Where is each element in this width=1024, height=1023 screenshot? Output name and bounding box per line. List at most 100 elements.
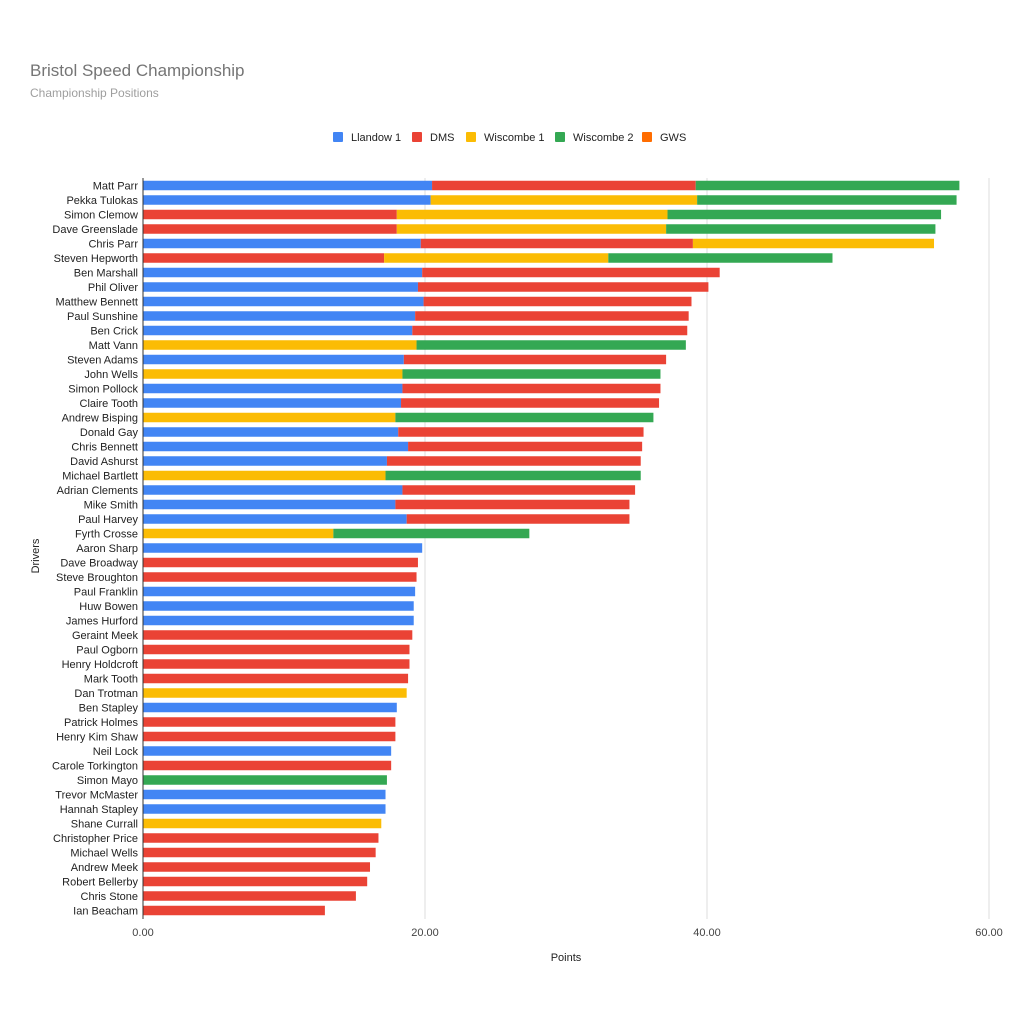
legend-swatch <box>412 132 422 142</box>
bar-segment <box>608 253 833 263</box>
bar-segment <box>420 238 693 249</box>
category-label: David Ashurst <box>70 456 138 468</box>
bar-segment <box>143 369 403 379</box>
legend-swatch <box>466 132 476 142</box>
bar-segment <box>143 557 418 568</box>
category-label: Christopher Price <box>53 833 138 845</box>
bar-segment <box>666 224 936 234</box>
category-label: John Wells <box>84 369 138 381</box>
bar-segment <box>143 905 325 916</box>
bar-segment <box>402 369 661 379</box>
category-label: Mark Tooth <box>84 674 138 686</box>
bar-segment <box>692 238 935 249</box>
category-label: Dave Greenslade <box>52 224 138 236</box>
bar-segment <box>143 572 417 582</box>
bar-segment <box>143 499 396 510</box>
bar-segment <box>398 427 644 437</box>
category-label: Matt Parr <box>93 181 139 193</box>
category-label: Simon Mayo <box>77 775 138 787</box>
category-label: Pekka Tulokas <box>66 195 138 207</box>
bar-segment <box>143 456 387 466</box>
category-label: Robert Bellerby <box>62 877 138 889</box>
bar-segment <box>143 644 410 655</box>
category-label: Ben Stapley <box>79 703 139 715</box>
bar-segment <box>143 630 413 640</box>
bar-segment <box>143 615 414 626</box>
bar-segment <box>143 731 396 742</box>
category-label: Geraint Meek <box>72 630 139 642</box>
category-label: Phil Oliver <box>88 282 138 294</box>
bar-segment <box>143 528 334 539</box>
x-tick-label: 20.00 <box>411 927 439 939</box>
category-label: Paul Ogborn <box>76 645 138 657</box>
category-label: Ben Marshall <box>74 268 138 280</box>
bar-segment <box>695 180 960 191</box>
category-label: Matthew Bennett <box>55 297 138 309</box>
bar-segment <box>402 383 661 394</box>
bar-segment <box>143 601 414 611</box>
category-label: Trevor McMaster <box>55 790 138 802</box>
bar-segment <box>143 746 392 756</box>
bar-segment <box>143 891 356 901</box>
category-label: Andrew Meek <box>71 862 139 874</box>
category-label: Chris Stone <box>81 891 138 903</box>
category-label: Ben Crick <box>90 326 138 338</box>
bars <box>143 180 960 916</box>
bar-segment <box>143 876 368 887</box>
category-labels: Matt Parr Pekka Tulokas Simon Clemow Dave G… <box>52 181 139 918</box>
bar-segment <box>143 673 409 684</box>
category-label: Shane Currall <box>71 819 138 831</box>
bar-segment <box>402 485 636 495</box>
legend-swatch <box>555 132 565 142</box>
bar-segment <box>697 195 957 205</box>
bar-segment <box>143 862 371 872</box>
bar-segment <box>143 412 396 423</box>
bar-segment <box>143 398 402 408</box>
chart-subtitle: Championship Positions <box>30 86 159 100</box>
bar-segment <box>423 296 692 307</box>
y-axis-title: Drivers <box>30 538 42 573</box>
bar-segment <box>430 195 698 205</box>
bar-segment <box>403 354 667 365</box>
bar-segment <box>143 659 410 669</box>
category-label: Carole Torkington <box>52 761 138 773</box>
bar-segment <box>143 833 379 843</box>
bar-segment <box>401 398 660 408</box>
category-label: Donald Gay <box>80 427 139 439</box>
category-label: Neil Lock <box>93 746 139 758</box>
bar-segment <box>143 441 409 452</box>
bar-segment <box>143 267 423 278</box>
category-label: Steven Hepworth <box>54 253 138 265</box>
bar-segment <box>408 441 643 452</box>
bar-segment <box>143 804 386 814</box>
bar-segment <box>395 412 654 423</box>
category-label: Andrew Bisping <box>62 413 138 425</box>
category-label: Chris Parr <box>88 239 138 251</box>
bar-segment <box>386 456 641 466</box>
bar-segment <box>143 514 407 524</box>
category-label: Huw Bowen <box>79 601 138 613</box>
bar-segment <box>395 499 630 510</box>
category-label: Simon Pollock <box>68 384 138 396</box>
legend-label: GWS <box>660 132 686 144</box>
bar-segment <box>396 224 667 234</box>
category-label: Patrick Holmes <box>64 717 138 729</box>
legend-label: DMS <box>430 132 454 144</box>
bar-segment <box>143 586 416 597</box>
category-label: Paul Harvey <box>78 514 138 526</box>
bar-segment <box>143 325 413 336</box>
category-label: Dave Broadway <box>60 558 138 570</box>
category-label: Mike Smith <box>84 500 138 512</box>
bar-segment <box>333 528 530 539</box>
bar-segment <box>143 702 397 713</box>
bar-segment <box>385 470 641 481</box>
category-label: Ian Beacham <box>73 906 138 918</box>
bar-segment <box>143 296 424 307</box>
x-tick-label: 60.00 <box>975 927 1003 939</box>
bar-segment <box>412 325 688 336</box>
category-label: Hannah Stapley <box>60 804 139 816</box>
bar-segment <box>143 180 433 191</box>
category-label: Simon Clemow <box>64 210 138 222</box>
bar-segment <box>143 354 404 365</box>
